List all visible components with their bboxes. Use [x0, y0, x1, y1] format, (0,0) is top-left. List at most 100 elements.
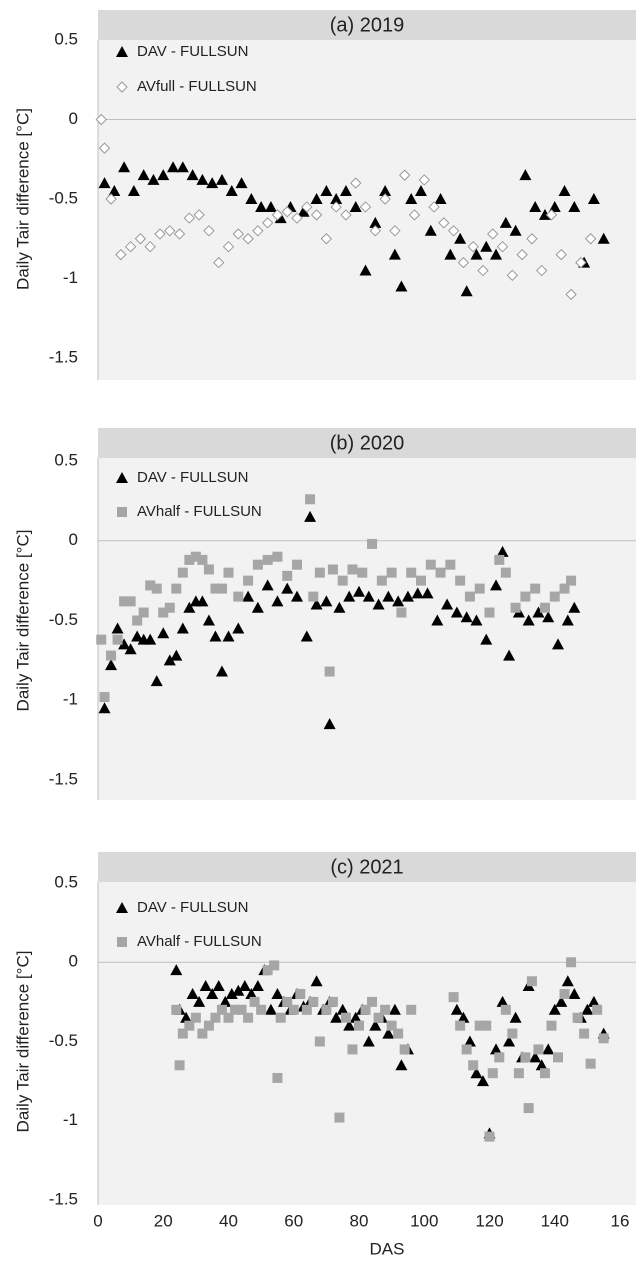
triangle-point: [163, 654, 176, 666]
triangle-point: [395, 1059, 408, 1071]
triangle-point: [245, 987, 258, 999]
triangle-point: [431, 614, 444, 626]
square-point: [500, 1004, 511, 1015]
square-point: [272, 1072, 283, 1083]
triangle-point: [251, 601, 264, 613]
triangle-point: [490, 579, 503, 591]
square-point: [288, 1004, 299, 1015]
triangle-point: [271, 595, 284, 607]
square-point: [151, 583, 162, 594]
triangle-point: [150, 675, 163, 687]
y-tick-label: -0.5: [49, 610, 78, 629]
square-point: [474, 583, 485, 594]
diamond-point: [310, 209, 323, 221]
triangle-point: [382, 590, 395, 602]
square-point: [145, 580, 156, 591]
triangle-point: [176, 161, 189, 173]
diamond-point: [584, 233, 597, 245]
square-point: [598, 1033, 609, 1044]
square-point: [448, 992, 459, 1003]
square-point: [539, 602, 550, 613]
triangle-point: [555, 995, 568, 1007]
square-point: [481, 1020, 492, 1031]
diamond-point: [271, 209, 284, 221]
triangle-point: [98, 177, 111, 189]
triangle-point: [105, 659, 118, 671]
y-tick-label: -1.5: [49, 1189, 78, 1208]
diamond-point: [467, 240, 479, 253]
triangle-point: [320, 595, 333, 607]
triangle-point: [333, 601, 346, 613]
square-point: [249, 996, 260, 1007]
square-point: [177, 567, 188, 578]
triangle-point: [235, 177, 248, 189]
legend-marker: [116, 46, 128, 57]
triangle-point: [405, 193, 418, 204]
x-tick-label: 60: [284, 1211, 303, 1230]
triangle-point: [388, 248, 401, 260]
triangle-point: [193, 995, 206, 1007]
triangle-point: [568, 200, 581, 212]
triangle-point: [310, 975, 323, 987]
diamond-point: [535, 264, 548, 277]
square-point: [566, 575, 577, 586]
triangle-point: [535, 1059, 548, 1071]
triangle-point: [320, 185, 333, 197]
diamond-point: [261, 217, 274, 229]
diamond-point: [575, 256, 587, 269]
square-point: [282, 570, 293, 581]
triangle-point: [127, 185, 140, 197]
square-point: [523, 1103, 534, 1114]
triangle-point: [202, 614, 215, 626]
square-point: [510, 602, 521, 613]
y-tick-label: 0.5: [54, 872, 78, 891]
triangle-point: [147, 173, 160, 185]
square-point: [386, 1020, 397, 1031]
square-point: [292, 559, 303, 570]
x-axis-label: DAS: [370, 1239, 405, 1258]
triangle-point: [281, 582, 294, 594]
triangle-point: [552, 638, 565, 650]
x-tick-label: 140: [541, 1211, 569, 1230]
triangle-point: [323, 718, 336, 730]
diamond-point: [242, 233, 254, 245]
square-point: [269, 960, 280, 971]
x-tick-label: 80: [350, 1211, 369, 1230]
panel-title: (b) 2020: [330, 432, 405, 454]
square-point: [334, 1112, 345, 1123]
triangle-point: [339, 185, 352, 197]
triangle-point: [98, 702, 111, 714]
triangle-point: [297, 205, 310, 217]
square-point: [256, 1004, 267, 1015]
triangle-point: [108, 185, 121, 197]
square-point: [272, 551, 283, 562]
title-strip: [98, 428, 636, 458]
y-tick-label: 0: [69, 530, 78, 549]
triangle-point: [251, 980, 264, 992]
square-point: [526, 976, 537, 987]
triangle-point: [503, 1035, 516, 1047]
square-point: [233, 591, 244, 602]
triangle-point: [421, 587, 434, 599]
triangle-point: [359, 264, 372, 276]
diamond-point: [516, 248, 528, 261]
diamond-point: [183, 212, 196, 224]
square-point: [585, 1058, 596, 1069]
title-strip: [98, 10, 636, 40]
square-point: [197, 554, 208, 565]
square-point: [399, 1044, 410, 1055]
square-point: [484, 1131, 495, 1142]
triangle-point: [499, 216, 512, 228]
square-point: [99, 692, 110, 703]
triangle-point: [176, 622, 189, 634]
triangle-point: [353, 585, 365, 597]
triangle-point: [558, 185, 571, 197]
square-point: [559, 988, 570, 999]
square-point: [308, 591, 319, 602]
triangle-point: [196, 595, 209, 607]
diamond-point: [95, 113, 107, 126]
triangle-point: [480, 633, 493, 645]
diamond-point: [340, 209, 352, 221]
square-point: [455, 1020, 466, 1031]
diamond-point: [222, 240, 235, 253]
